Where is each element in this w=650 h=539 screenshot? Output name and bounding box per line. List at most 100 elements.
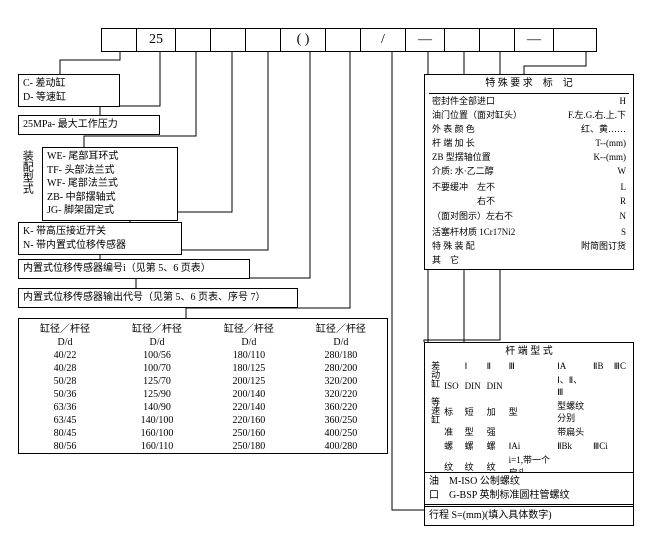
cell: W <box>549 164 629 178</box>
box-thread: 油 M-ISO 公制螺纹 口 G-BSP 英制标准圆柱管螺纹 <box>424 472 634 505</box>
txt: K- 带高压接近开关 <box>23 225 177 239</box>
cell: Ⅰ <box>462 359 484 373</box>
cell: 63/36 <box>19 401 112 414</box>
cell: K--(mm) <box>549 150 629 164</box>
table-row: 活塞杆材质 1Cr17Ni2S <box>429 225 629 239</box>
cell: DIN <box>462 373 484 399</box>
cell: 50/36 <box>19 388 112 401</box>
code-cell: ( ) <box>280 28 326 52</box>
special-table: 密封件全部进口H油门位置（面对缸头）F.左.G.右.上.下外 表 颜 色红、黄…… <box>429 94 629 268</box>
code-cell <box>175 28 211 52</box>
col-sub: D/d <box>111 336 203 349</box>
col-head: 缸径／杆径 <box>295 319 388 337</box>
cell: 140/90 <box>111 401 203 414</box>
code-cell <box>325 28 361 52</box>
table-row: D/d D/d D/d D/d <box>19 336 388 349</box>
cell <box>506 425 554 439</box>
txt: 行程 S=(mm)(填入具体数字) <box>429 509 629 523</box>
table-row: （面对图示）左右不N <box>429 209 629 223</box>
cell <box>549 253 629 267</box>
title: 杆 端 型 式 <box>429 345 629 359</box>
cell <box>590 373 611 399</box>
cell: 180/125 <box>203 362 295 375</box>
box-25mpa: 25MPa- 最大工作压力 <box>18 115 160 135</box>
cell: 80/45 <box>19 427 112 440</box>
table-row: 杆 端 加 长T--(mm) <box>429 136 629 150</box>
table-row: 80/45160/100250/160400/250 <box>19 427 388 440</box>
cell <box>590 399 611 425</box>
cell: ⅠA <box>554 359 590 373</box>
cell: 油门位置（面对缸头） <box>429 108 549 122</box>
diameter-table: 缸径／杆径 缸径／杆径 缸径／杆径 缸径／杆径 D/d D/d D/d D/d … <box>18 318 388 454</box>
cell: 特 殊 装 配 <box>429 239 549 253</box>
box-stroke: 行程 S=(mm)(填入具体数字) <box>424 506 634 526</box>
cell: ZB 型摆轴位置 <box>429 150 549 164</box>
cell: 320/200 <box>295 375 388 388</box>
table-row: 标短加型型螺纹分别 <box>441 399 629 425</box>
table-row: ISODINDINⅠ、Ⅱ、Ⅲ <box>441 373 629 399</box>
txt: D- 等速缸 <box>23 91 115 105</box>
col-head: 缸径／杆径 <box>111 319 203 337</box>
box-sensor-num: 内置式位移传感器编号i（见第 5、6 页表） <box>18 259 250 279</box>
code-cell: — <box>405 28 445 52</box>
table-row: 50/28125/70200/125320/200 <box>19 375 388 388</box>
code-cell <box>444 28 480 52</box>
box-special: 特 殊 要 求 标 记 密封件全部进口H油门位置（面对缸头）F.左.G.右.上.… <box>424 74 634 270</box>
cell <box>590 425 611 439</box>
cell: 短 <box>462 399 484 425</box>
code-cell: 25 <box>136 28 176 52</box>
table-row: 准型强带扁头 <box>441 425 629 439</box>
cell: Ⅱ <box>484 359 506 373</box>
txt: 口 G-BSP 英制标准圆柱管螺纹 <box>429 489 629 503</box>
mount-side-label: 装配型式 <box>20 150 33 194</box>
cell: 160/100 <box>111 427 203 440</box>
txt: C- 差动缸 <box>23 77 115 91</box>
cell: 40/22 <box>19 349 112 362</box>
cell: 220/160 <box>203 414 295 427</box>
table-row: 80/56160/110250/180400/280 <box>19 440 388 454</box>
box-mount: WE- 尾部耳环式 TF- 头部法兰式 WF- 尾部法兰式 ZB- 中部摆轴式 … <box>42 147 178 221</box>
cell: 标 <box>441 399 462 425</box>
table-row: 40/22100/56180/110280/180 <box>19 349 388 362</box>
cell: 180/110 <box>203 349 295 362</box>
cell: 外 表 颜 色 <box>429 122 549 136</box>
txt: WF- 尾部法兰式 <box>47 177 173 191</box>
cell: N <box>549 209 629 223</box>
box-sensor-out: 内置式位移传感器输出代号（见第 5、6 页表、序号 7） <box>18 288 298 308</box>
cell: 100/70 <box>111 362 203 375</box>
cell: 63/45 <box>19 414 112 427</box>
cell: 80/56 <box>19 440 112 454</box>
cell: 螺 <box>441 439 462 453</box>
txt: 内置式位移传感器输出代号（见第 5、6 页表、序号 7） <box>23 291 293 305</box>
cell: 红、黄…… <box>549 122 629 136</box>
txt: JG- 脚架固定式 <box>47 204 173 218</box>
cell: 400/280 <box>295 440 388 454</box>
cell: 125/70 <box>111 375 203 388</box>
cell: ⅡB <box>590 359 611 373</box>
txt: 内置式位移传感器编号i（见第 5、6 页表） <box>23 262 245 276</box>
cell: R <box>549 194 629 208</box>
table-row: 不要缓冲 左不L <box>429 180 629 194</box>
cell: ISO <box>441 373 462 399</box>
col-sub: D/d <box>203 336 295 349</box>
cell: ⅠAi <box>506 439 554 453</box>
cell: 140/100 <box>111 414 203 427</box>
txt: 25MPa- 最大工作压力 <box>23 118 155 132</box>
cell: Ⅲ <box>506 359 554 373</box>
col-sub: D/d <box>295 336 388 349</box>
cell: 250/180 <box>203 440 295 454</box>
cell: S <box>549 225 629 239</box>
cell: 活塞杆材质 1Cr17Ni2 <box>429 225 549 239</box>
cell: 200/140 <box>203 388 295 401</box>
cell: T--(mm) <box>549 136 629 150</box>
cell: H <box>549 94 629 108</box>
table-row: 其 它 <box>429 253 629 267</box>
table-row: ⅠⅡⅢⅠAⅡBⅢC <box>441 359 629 373</box>
txt: WE- 尾部耳环式 <box>47 150 173 164</box>
cell: ⅢC <box>611 359 629 373</box>
cell: ⅡBk <box>554 439 590 453</box>
txt: ZB- 中部摆轴式 <box>47 191 173 205</box>
table-row: 螺螺螺ⅠAiⅡBkⅢCi <box>441 439 629 453</box>
table-row: 右不R <box>429 194 629 208</box>
table-row: 油门位置（面对缸头）F.左.G.右.上.下 <box>429 108 629 122</box>
